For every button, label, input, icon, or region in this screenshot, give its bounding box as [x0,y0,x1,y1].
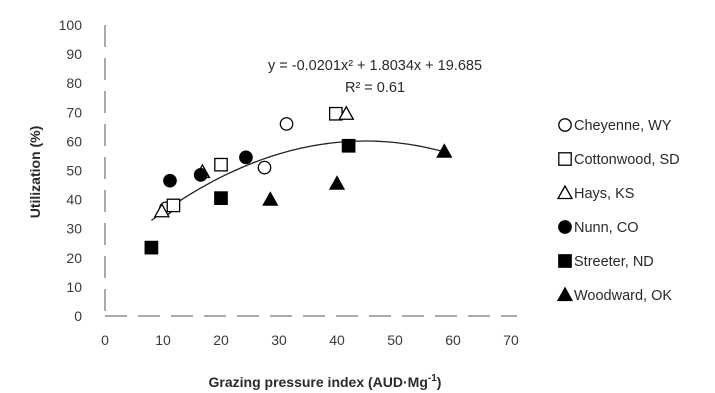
data-point [163,173,177,188]
y-tick-label: 20 [66,250,82,266]
y-tick-label: 40 [66,192,82,208]
legend-marker [558,118,572,132]
y-tick-label: 100 [59,17,83,33]
y-tick-label: 60 [66,133,82,149]
trendline-equation: y = -0.0201x² + 1.8034x + 19.685 [268,58,482,74]
y-tick-label: 0 [74,308,82,324]
x-axis-title: Grazing pressure index (AUD·Mg-1) [209,373,442,390]
y-tick-label: 70 [66,104,82,120]
legend-marker [556,286,574,302]
x-tick-label: 10 [155,332,171,348]
x-tick-labels: 0 10 20 30 40 50 60 70 [101,332,519,348]
y-tick-label: 30 [66,221,82,237]
data-point [279,117,294,131]
x-tick-label: 0 [101,332,109,348]
data-point [436,143,453,158]
x-tick-label: 30 [271,332,287,348]
legend-label: Streeter, ND [574,254,654,270]
data-point [153,202,170,218]
legend-marker [558,254,572,268]
y-tick-label: 80 [66,75,82,91]
x-axis-title-superscript: -1 [428,373,437,384]
legend-label: Woodward, OK [574,288,672,304]
x-tick-label: 50 [387,332,403,348]
y-tick-label: 50 [66,163,82,179]
y-tick-label: 10 [66,279,82,295]
x-axis-title-close: ) [437,374,442,390]
x-tick-label: 60 [445,332,461,348]
legend: Cheyenne, WY Cottonwood, SD Hays, KS Nunn, … [556,118,680,304]
y-axis-title: Utilization (%) [27,126,43,219]
legend-label: Hays, KS [574,186,634,202]
data-point [262,191,279,206]
x-axis-title-main: Grazing pressure index (AUD·Mg [209,374,428,390]
data-point [193,168,208,182]
x-tick-label: 40 [329,332,345,348]
data-point [257,160,272,175]
data-point [338,105,355,120]
y-tick-label: 90 [66,46,82,62]
trendline [151,140,442,222]
legend-label: Cottonwood, SD [574,152,680,168]
trendline-r2: R² = 0.61 [345,80,405,96]
data-point [166,198,181,213]
data-point [341,138,356,153]
data-points [144,105,453,255]
data-point [214,157,228,172]
legend-marker [558,220,572,234]
legend-marker [558,152,572,166]
legend-label: Cheyenne, WY [574,118,672,134]
legend-label: Nunn, CO [574,220,638,236]
x-tick-label: 70 [503,332,519,348]
data-point [144,240,159,255]
data-point [214,191,228,205]
legend-marker [556,184,574,200]
data-point [328,175,346,190]
x-tick-label: 20 [213,332,229,348]
data-point [239,150,253,165]
y-tick-labels: 0 10 20 30 40 50 60 70 80 90 100 [59,17,83,324]
